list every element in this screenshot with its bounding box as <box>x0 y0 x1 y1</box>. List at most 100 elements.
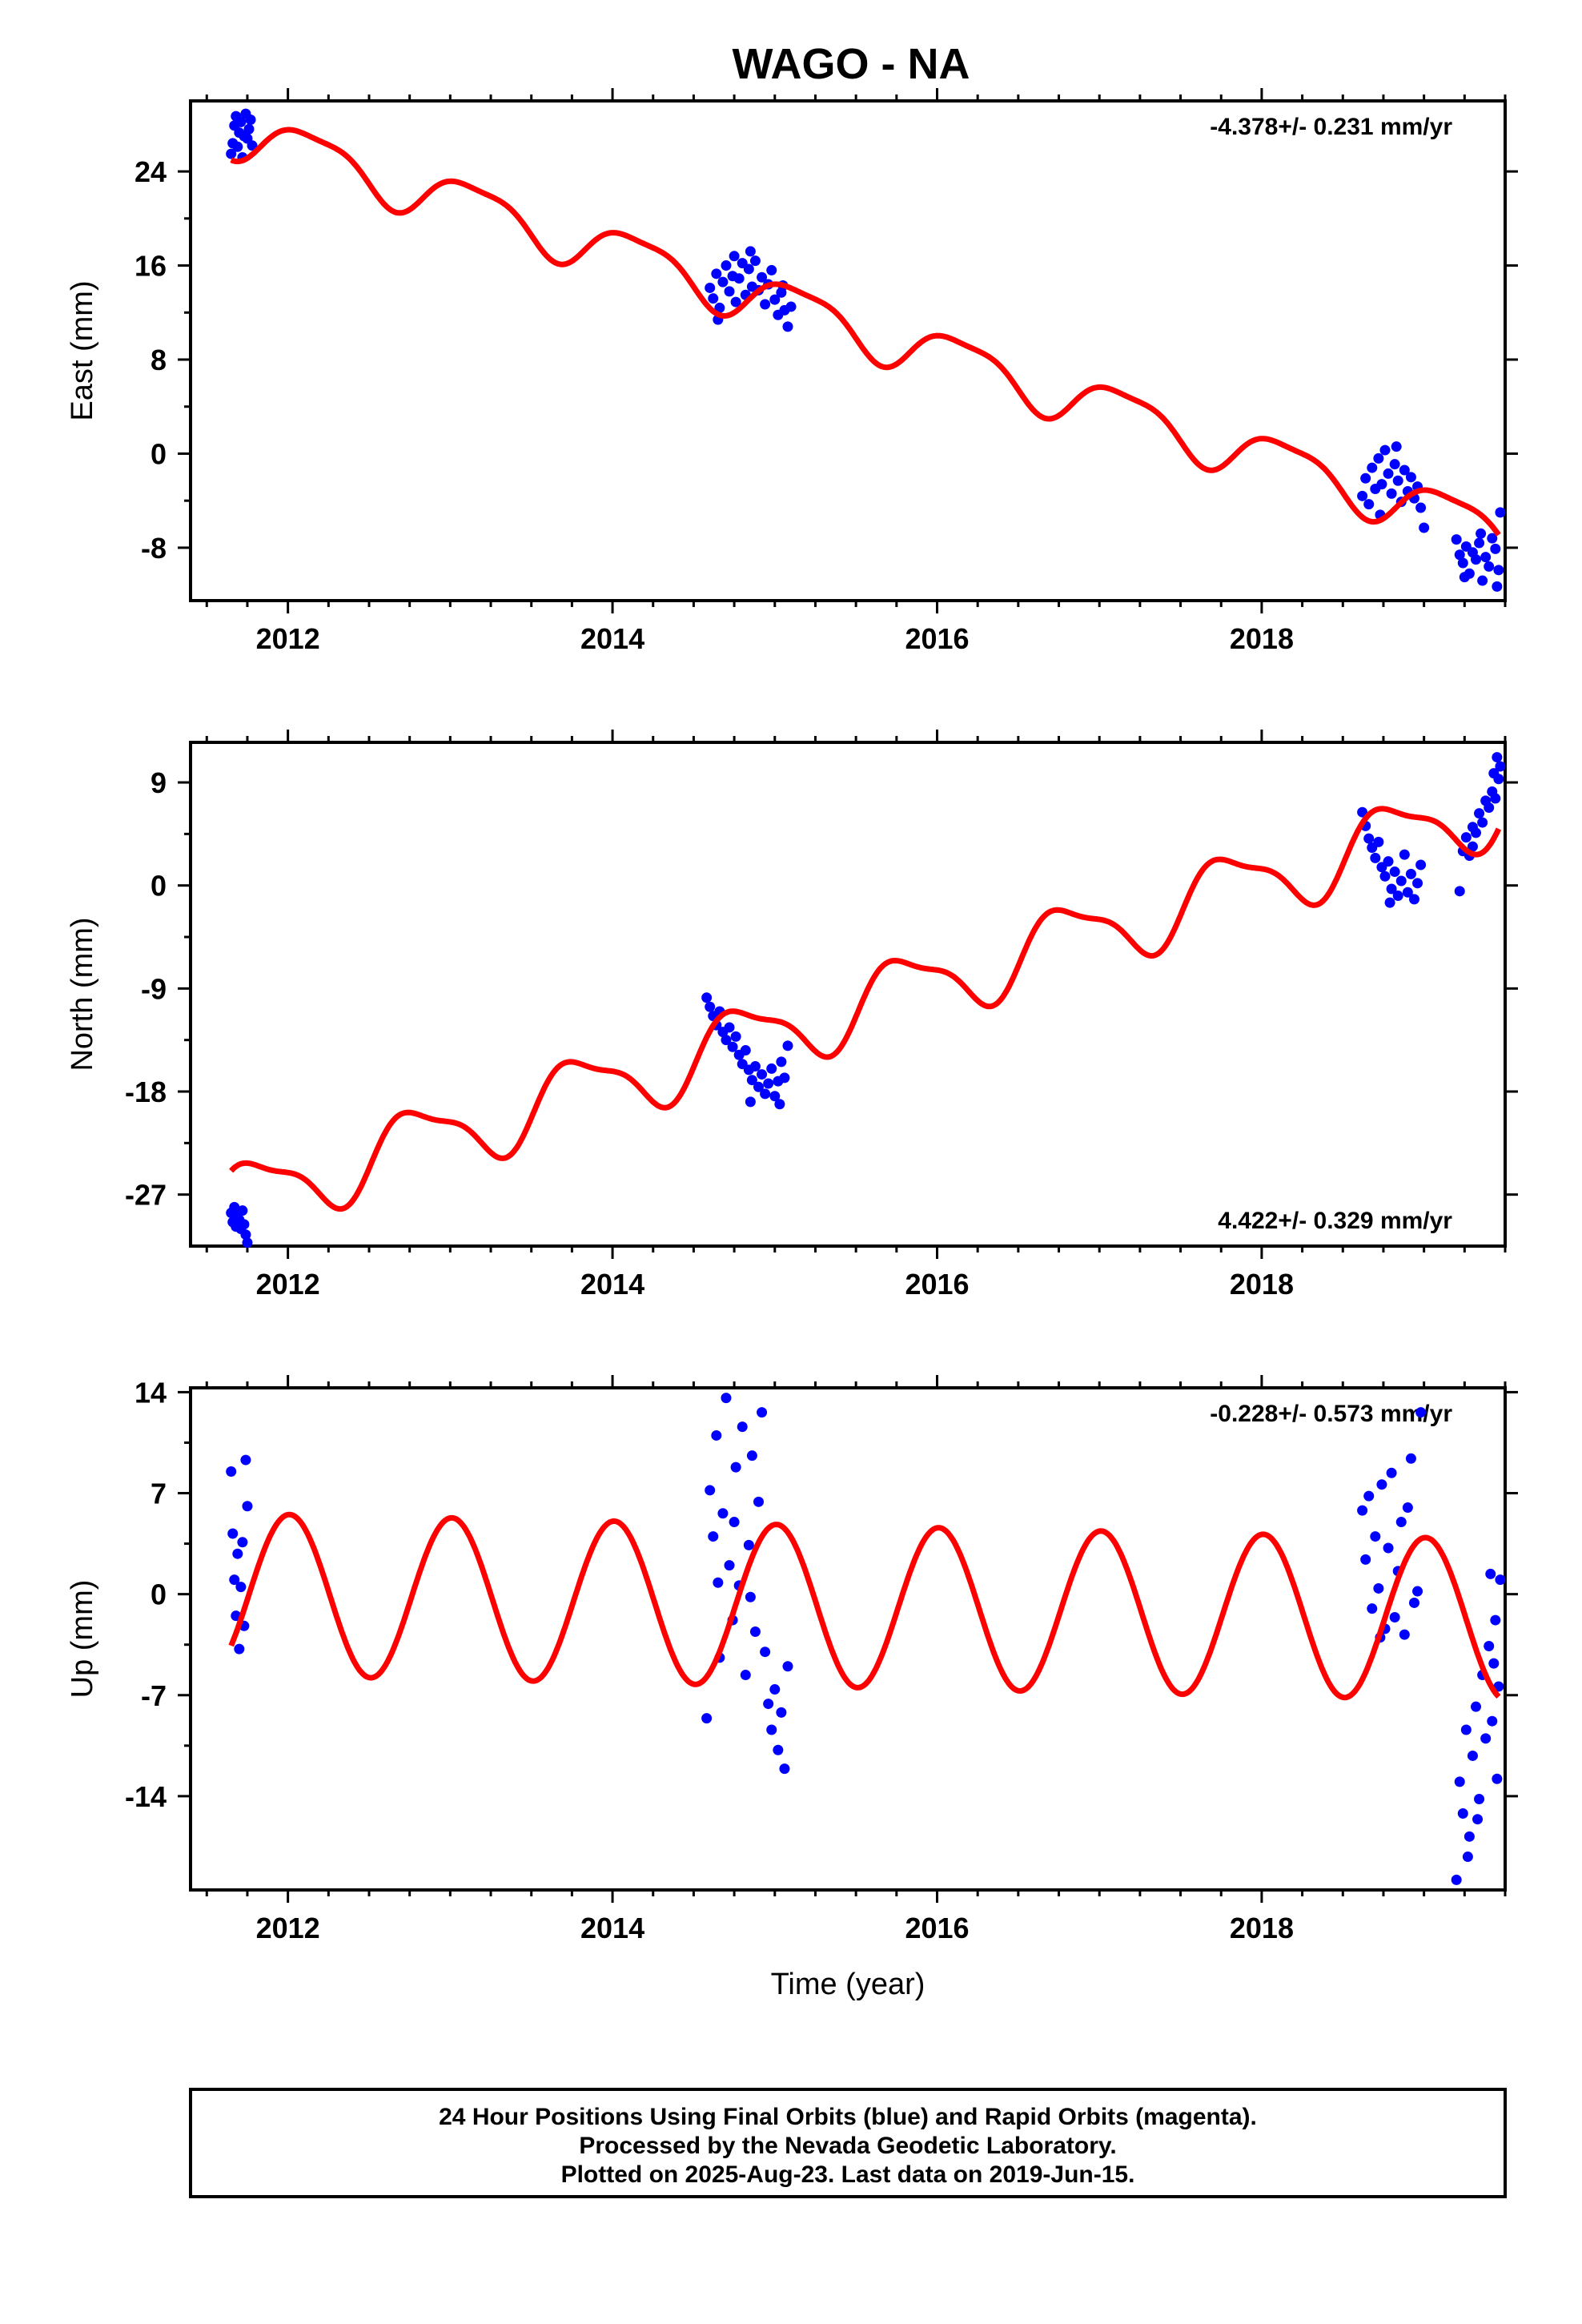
data-point <box>1492 1773 1503 1784</box>
data-point <box>713 1577 724 1588</box>
data-point <box>729 251 740 262</box>
data-point <box>235 116 247 127</box>
data-point <box>1415 859 1427 870</box>
data-point <box>1457 557 1468 569</box>
data-point <box>1412 878 1423 889</box>
data-point <box>1357 1505 1368 1516</box>
data-point <box>1474 808 1485 819</box>
data-point <box>745 1591 756 1602</box>
data-point <box>1451 534 1462 545</box>
data-point <box>1386 1467 1397 1478</box>
data-point <box>760 299 771 310</box>
data-point <box>779 1763 790 1775</box>
x-tick-label: 2016 <box>905 1268 969 1301</box>
data-point <box>242 1237 253 1248</box>
data-point <box>733 273 745 284</box>
data-point <box>1402 1502 1413 1514</box>
data-point <box>763 1699 774 1710</box>
data-point <box>226 148 237 159</box>
data-point <box>1484 802 1495 813</box>
data-point <box>757 271 768 283</box>
data-point <box>769 294 781 305</box>
data-point <box>1490 1614 1501 1626</box>
plot-frame <box>189 1386 1507 1892</box>
data-point <box>1415 1407 1427 1418</box>
data-point <box>743 263 754 275</box>
y-tick-label: 16 <box>135 250 167 283</box>
data-point <box>1467 841 1478 852</box>
data-point <box>1495 761 1506 772</box>
data-point <box>721 1393 732 1404</box>
data-point <box>1360 1554 1371 1565</box>
y-tick-label: 0 <box>151 437 167 470</box>
rate-label: 4.422+/- 0.329 mm/yr <box>1218 1208 1452 1234</box>
data-point <box>717 276 729 287</box>
data-point <box>757 1069 768 1080</box>
y-tick-label: -8 <box>141 532 167 565</box>
data-point <box>1383 468 1394 479</box>
data-point <box>1363 833 1375 844</box>
data-point <box>779 1072 790 1084</box>
data-point <box>1477 575 1488 586</box>
data-point <box>1389 1611 1400 1622</box>
data-point <box>711 1429 722 1441</box>
north-panel: 2012 2014 2016 2018 -27 -18 -9 0 9 North (mm) 4.42… <box>66 730 1518 1301</box>
data-point <box>1379 444 1391 456</box>
data-point <box>245 114 256 125</box>
data-point <box>711 268 722 279</box>
x-tick-label: 2012 <box>256 1268 320 1301</box>
data-point <box>234 1643 245 1655</box>
data-point <box>1402 887 1413 898</box>
data-point <box>232 141 243 152</box>
data-point <box>1457 1808 1468 1819</box>
data-point <box>1474 537 1485 549</box>
data-point <box>705 282 716 293</box>
plot-frame <box>189 99 1507 602</box>
data-point <box>740 1670 751 1681</box>
data-point <box>237 1205 248 1216</box>
y-tick-label: 9 <box>151 766 167 799</box>
y-tick-label: -27 <box>125 1179 167 1212</box>
data-point <box>1405 868 1416 879</box>
data-point <box>1419 522 1430 533</box>
data-point <box>724 286 735 297</box>
data-point <box>766 1724 777 1735</box>
footer-line-2: Processed by the Nevada Geodetic Laborat… <box>579 2133 1116 2159</box>
x-tick-label: 2012 <box>256 622 320 655</box>
data-point <box>1392 891 1403 902</box>
data-point <box>1412 1586 1423 1597</box>
y-tick-label: 0 <box>151 870 167 903</box>
data-point <box>1357 806 1368 818</box>
data-point <box>730 296 741 308</box>
y-tick-label: -14 <box>125 1780 167 1813</box>
data-point <box>757 1407 768 1418</box>
data-point <box>242 1501 253 1512</box>
footer-line-1: 24 Hour Positions Using Final Orbits (bl… <box>439 2104 1257 2130</box>
data-point <box>1392 475 1403 486</box>
data-point <box>1363 499 1375 510</box>
data-point <box>1399 464 1410 476</box>
data-point <box>769 1091 781 1102</box>
data-point <box>745 246 756 257</box>
y-tick-label: -7 <box>141 1679 167 1712</box>
data-point <box>1480 552 1492 563</box>
data-point <box>701 992 713 1003</box>
data-point <box>766 1063 777 1074</box>
data-point <box>1376 479 1387 490</box>
model-curve <box>228 1511 1501 1701</box>
data-point <box>774 1099 785 1110</box>
data-point <box>1408 894 1419 905</box>
data-point <box>1389 866 1400 878</box>
data-point <box>782 321 793 332</box>
data-point <box>1487 533 1498 544</box>
data-point <box>1477 817 1488 828</box>
data-point <box>705 1001 716 1012</box>
data-point <box>1408 1597 1419 1608</box>
data-point <box>724 1560 735 1571</box>
data-point <box>708 293 719 304</box>
data-point <box>766 264 777 275</box>
data-point <box>1459 572 1470 583</box>
data-point <box>1476 528 1487 539</box>
data-point <box>1363 1490 1375 1502</box>
data-point <box>1464 1831 1475 1842</box>
